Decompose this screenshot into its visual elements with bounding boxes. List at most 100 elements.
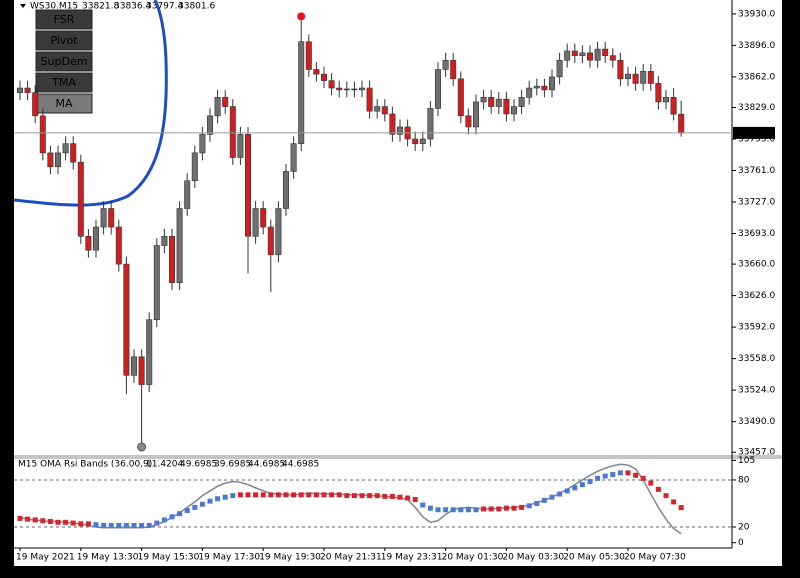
indicator-button-label[interactable]: Pivot	[50, 34, 78, 47]
x-tick-label: 19 May 13:30	[77, 553, 139, 563]
candle-body	[518, 97, 525, 107]
candle-body	[153, 245, 160, 321]
candle-body	[252, 208, 259, 237]
indicator-button-label[interactable]: TMA	[51, 76, 76, 89]
candle-body	[510, 106, 517, 115]
y-tick-label: 33829.0	[738, 103, 775, 113]
band-dot	[564, 488, 570, 494]
band-dot	[321, 492, 327, 498]
band-dot	[85, 521, 91, 527]
band-dot	[671, 499, 677, 505]
y-tick-label: 33490.0	[738, 417, 775, 427]
candle-body	[586, 52, 593, 61]
candle-body	[62, 143, 69, 154]
candle-body	[526, 87, 533, 98]
band-dot	[177, 511, 183, 517]
hand-drawn-curve	[13, 0, 168, 207]
candle-body	[465, 115, 472, 128]
band-dot	[283, 492, 289, 498]
indicator-button[interactable]	[35, 72, 93, 93]
candle-body	[100, 208, 107, 228]
candle-body	[419, 138, 426, 144]
menu-arrow[interactable]	[20, 4, 26, 8]
band-dot	[131, 522, 137, 528]
y-tick-label: 80	[738, 475, 750, 485]
candle-body	[389, 113, 396, 135]
band-dot	[298, 492, 304, 498]
candle-body	[32, 92, 39, 117]
indicator-button-label[interactable]: FSR	[54, 13, 75, 26]
candle-body	[495, 98, 502, 107]
last-price-box	[733, 126, 775, 139]
candle-body	[222, 97, 229, 107]
candle-body	[191, 152, 198, 182]
band-dot	[63, 519, 69, 525]
band-dot	[329, 492, 335, 498]
band-dot	[473, 507, 479, 513]
band-dot	[655, 486, 661, 492]
x-tick-label: 19 May 17:30	[198, 553, 260, 563]
band-dot	[382, 493, 388, 499]
indicator-button[interactable]	[35, 9, 93, 30]
band-dot	[541, 497, 547, 503]
candle-body	[39, 115, 46, 154]
candle-body	[93, 226, 100, 251]
band-dot	[481, 506, 487, 512]
band-dot	[253, 492, 259, 498]
candle-body	[305, 41, 312, 70]
candle-body	[161, 236, 168, 246]
candle-body	[533, 85, 540, 89]
band-dot	[572, 485, 578, 491]
candle-body	[602, 48, 609, 56]
band-dot	[268, 492, 274, 498]
candle-body	[123, 263, 130, 376]
indicator-readout: 44.6985	[248, 460, 285, 470]
indicator-button-label[interactable]: MA	[55, 97, 72, 110]
candle-body	[472, 101, 479, 128]
candle-body	[655, 83, 662, 103]
indicator-button[interactable]	[35, 51, 93, 72]
candle-body	[199, 134, 206, 154]
y-tick-label: 33727.0	[738, 198, 775, 208]
indicator-button-label[interactable]: SupDem	[41, 55, 88, 68]
band-dot	[260, 492, 266, 498]
band-dot	[169, 514, 175, 520]
candle-body	[146, 319, 153, 385]
candle-body	[670, 97, 677, 115]
band-dot	[344, 493, 350, 499]
candle-body	[374, 106, 381, 112]
open-readout: 33821.8	[82, 2, 119, 12]
band-dot	[70, 520, 76, 526]
band-dot	[443, 507, 449, 513]
indicator-title: M15 OMA Rsi Bands (36.00,9)	[18, 460, 152, 470]
candle-body	[662, 97, 669, 103]
last-price-label: 33801.6	[736, 128, 773, 138]
band-dot	[116, 522, 122, 528]
y-tick-label: 33524.0	[738, 386, 775, 396]
band-dot	[275, 492, 281, 498]
x-tick-label: 19 May 15:30	[138, 553, 200, 563]
band-dot	[427, 505, 433, 511]
rsi-line	[19, 463, 682, 535]
band-dot	[336, 492, 342, 498]
candle-body	[594, 48, 601, 61]
band-dot	[397, 494, 403, 500]
band-dot	[291, 492, 297, 498]
band-dot	[595, 475, 601, 481]
y-tick-label: 33592.0	[738, 323, 775, 333]
low-marker	[137, 442, 147, 452]
candle-body	[343, 88, 350, 91]
candle-body	[54, 152, 61, 168]
candle-body	[115, 226, 122, 265]
y-tick-label: 0	[738, 538, 744, 548]
band-dot	[625, 470, 631, 476]
band-dot	[17, 515, 23, 521]
band-dot	[222, 494, 228, 500]
candle-body	[184, 180, 191, 209]
candle-body	[24, 87, 31, 93]
band-dot	[633, 472, 639, 478]
y-tick-label: 33761.0	[738, 166, 775, 176]
band-dot	[412, 497, 418, 503]
indicator-button[interactable]	[35, 30, 93, 51]
